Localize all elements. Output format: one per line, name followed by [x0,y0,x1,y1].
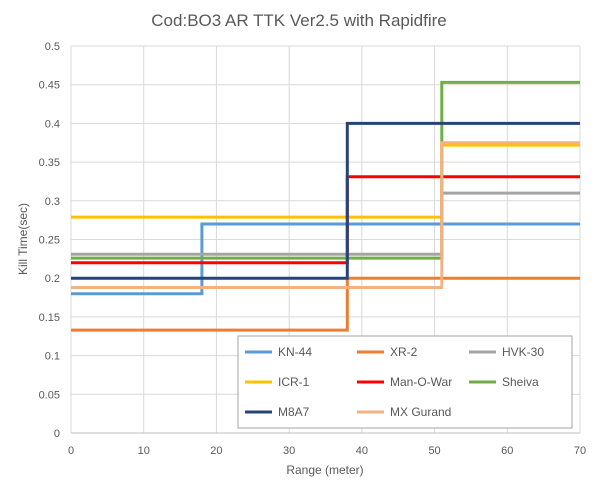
y-axis-label: Kill Time(sec) [16,203,30,275]
legend-box [237,335,573,429]
legend-entry: Man-O-War [390,375,452,389]
y-tick-label: 0.05 [39,389,60,401]
series-line-man-o-war [71,175,580,265]
legend-entry: ICR-1 [278,375,310,389]
x-tick-label: 10 [138,445,150,457]
series-line-mx-gurand [71,141,580,289]
x-tick-label: 0 [68,445,74,457]
series-line-icr-1 [71,143,580,219]
y-tick-labels: 0 0.05 0.1 0.15 0.2 0.25 0.3 0.35 0.4 0.45 0.5 [39,41,60,440]
y-tick-label: 0.1 [45,351,60,363]
x-tick-label: 60 [501,445,513,457]
legend-entry: MX Gurand [390,405,451,419]
legend-entry: HVK-30 [502,345,544,359]
series-group [71,80,580,332]
y-tick-label: 0.15 [39,312,60,324]
legend-entry: M8A7 [278,405,310,419]
series-line-m8a7 [71,121,580,280]
grid [70,45,581,434]
series-line-kn-44 [71,222,580,296]
x-tick-label: 30 [283,445,295,457]
y-tick-label: 0.2 [45,273,60,285]
y-tick-label: 0.4 [45,118,60,130]
legend-entry: Sheiva [502,375,539,389]
series-line-sheiva [71,80,580,260]
legend-entry: KN-44 [278,345,312,359]
x-tick-label: 50 [428,445,440,457]
x-tick-label: 70 [574,445,586,457]
y-tick-label: 0.25 [39,235,60,247]
legend-entry: XR-2 [390,345,418,359]
x-tick-labels: 0 10 20 30 40 50 60 70 [68,445,586,457]
x-tick-label: 20 [210,445,222,457]
legend: KN-44 XR-2 HVK-30 ICR-1 Man-O-War Sheiva M8A7 M… [237,335,573,429]
y-tick-label: 0.45 [39,80,60,92]
y-tick-label: 0.3 [45,196,60,208]
chart-title: Cod:BO3 AR TTK Ver2.5 with Rapidfire [151,11,446,30]
series-line-xr-2 [71,276,580,332]
x-axis-label: Range (meter) [286,463,363,477]
y-tick-label: 0.5 [45,41,60,53]
y-tick-label: 0.35 [39,157,60,169]
x-tick-label: 40 [356,445,368,457]
y-tick-label: 0 [54,428,60,440]
